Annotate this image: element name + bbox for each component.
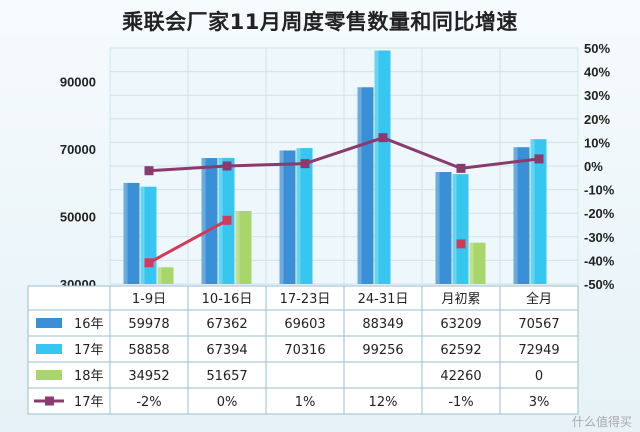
y2-tick-label: -50%: [584, 277, 615, 292]
data-label: 70567: [518, 317, 559, 332]
data-label: 0%: [217, 395, 238, 410]
y2-tick-label: -30%: [584, 230, 615, 245]
bar-17年: [374, 50, 391, 284]
legend-label: 17年: [74, 395, 104, 410]
data-label: 3%: [529, 395, 550, 410]
line-series: [148, 218, 228, 265]
legend-marker: [45, 396, 54, 406]
category-label: 24-31日: [358, 292, 409, 307]
line-point-marker: [144, 258, 154, 268]
y2-tick-label: 40%: [584, 65, 610, 80]
data-label: 67362: [206, 317, 247, 332]
bar-highlight: [357, 87, 362, 284]
y-tick-label: 50000: [60, 210, 96, 225]
data-label: 70316: [284, 343, 325, 358]
bar-17年: [296, 148, 313, 284]
y2-tick-label: -40%: [584, 253, 615, 268]
legend-swatch: [36, 318, 62, 328]
legend-label: 18年: [74, 369, 104, 384]
bar-highlight: [435, 172, 440, 284]
line-point-marker: [222, 215, 232, 225]
bar-highlight: [530, 139, 535, 284]
bar-highlight: [201, 158, 206, 284]
data-label: -1%: [448, 395, 473, 410]
data-label: 51657: [206, 369, 247, 384]
bar-16年: [279, 150, 296, 284]
data-label: 72949: [518, 343, 559, 358]
line-point-marker: [144, 166, 154, 176]
legend-label: 16年: [74, 317, 104, 332]
data-label: 99256: [362, 343, 403, 358]
line-point-marker: [300, 159, 310, 169]
y2-tick-label: 20%: [584, 112, 610, 127]
bar-highlight: [140, 186, 145, 284]
y2-tick-label: 0%: [584, 159, 603, 174]
data-label: 63209: [440, 317, 481, 332]
legend-label: 17年: [74, 343, 104, 358]
bar-18年: [157, 267, 174, 284]
data-table-frame: [27, 285, 579, 415]
data-label: 34952: [128, 369, 169, 384]
line-point-marker: [456, 239, 466, 249]
bar-18年: [469, 242, 486, 284]
data-label: 67394: [206, 343, 247, 358]
bar-highlight: [235, 210, 240, 284]
category-label: 月初累: [441, 292, 480, 307]
y2-tick-label: 10%: [584, 135, 610, 150]
data-label: -2%: [136, 395, 161, 410]
bar-17年: [530, 139, 547, 284]
line-point-marker: [222, 161, 232, 171]
data-label: 0: [535, 369, 543, 384]
bar-highlight: [374, 50, 379, 284]
chart-title: 乘联会厂家11月周度零售数量和同比增速: [122, 10, 518, 34]
line-point-marker: [534, 154, 544, 164]
bar-18年: [235, 210, 252, 284]
category-label: 17-23日: [280, 292, 331, 307]
bar-16年: [435, 172, 452, 284]
data-label: 1%: [295, 395, 316, 410]
bar-16年: [357, 87, 374, 284]
line-point-marker: [378, 133, 388, 143]
data-label: 42260: [440, 369, 481, 384]
bar-17年: [452, 174, 469, 284]
line-series: [148, 136, 540, 173]
legend-swatch: [36, 370, 62, 380]
bar-highlight: [513, 147, 518, 284]
data-label: 69603: [284, 317, 325, 332]
bar-16年: [201, 158, 218, 284]
data-label: 58858: [128, 343, 169, 358]
bar-highlight: [469, 242, 474, 284]
bar-highlight: [279, 150, 284, 284]
category-label: 10-16日: [202, 292, 253, 307]
bar-highlight: [123, 182, 128, 284]
bar-16年: [123, 182, 140, 284]
y2-tick-label: -20%: [584, 206, 615, 221]
y-tick-label: 70000: [60, 142, 96, 157]
y2-tick-label: -10%: [584, 183, 615, 198]
watermark: 什么值得买: [571, 415, 632, 429]
bar-16年: [513, 147, 530, 284]
y2-tick-label: 50%: [584, 41, 610, 56]
data-label: 62592: [440, 343, 481, 358]
bar-highlight: [452, 174, 457, 284]
category-label: 1-9日: [132, 292, 166, 307]
y-tick-label: 90000: [60, 75, 96, 90]
y2-tick-label: 30%: [584, 88, 610, 103]
bar-highlight: [296, 148, 301, 284]
bar-highlight: [157, 267, 162, 284]
line-point-marker: [456, 163, 466, 173]
data-label: 12%: [369, 395, 398, 410]
bar-highlight: [218, 157, 223, 284]
data-label: 88349: [362, 317, 403, 332]
data-label: 59978: [128, 317, 169, 332]
category-label: 全月: [526, 291, 552, 307]
legend-swatch: [36, 344, 62, 354]
